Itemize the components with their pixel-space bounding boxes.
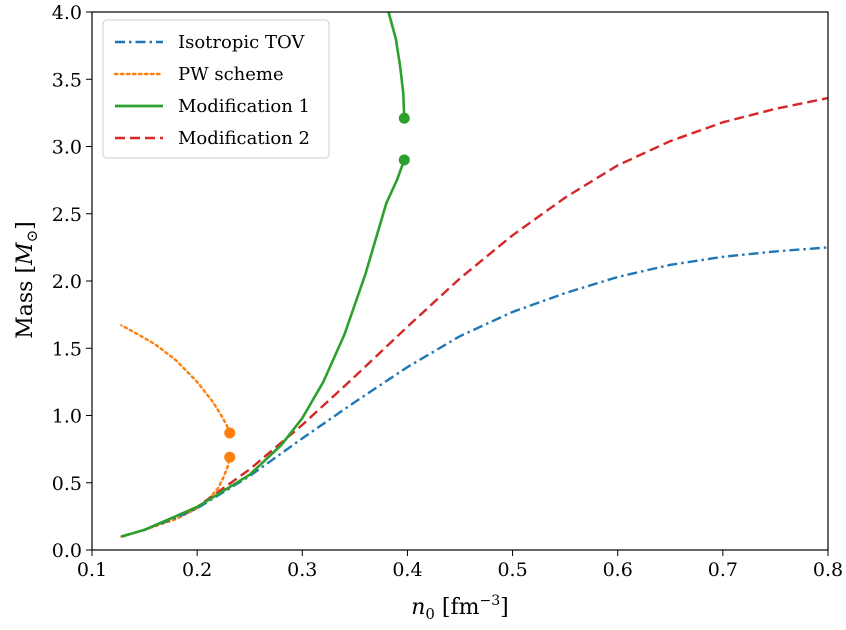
x-tick-label: 0.1 <box>77 559 107 581</box>
y-tick-label: 0.0 <box>52 540 82 562</box>
series-marker-pw-scheme <box>224 427 236 439</box>
y-axis-label: Mass [M⊙] <box>13 221 41 339</box>
x-axis-ticks: 0.1 0.2 0.3 0.4 0.5 0.6 0.7 0.8 <box>77 550 843 581</box>
series-line-pw-scheme <box>120 324 231 435</box>
legend-label-modification-2: Modification 2 <box>178 128 310 149</box>
series-marker-modification-1 <box>398 112 410 124</box>
series-line-isotropic-tov <box>121 246 828 538</box>
legend-label-pw-scheme: PW scheme <box>178 64 284 85</box>
plot-content <box>120 12 828 538</box>
y-tick-label: 3.5 <box>52 69 82 91</box>
x-tick-label: 0.8 <box>813 559 843 581</box>
y-tick-label: 0.5 <box>52 473 82 495</box>
legend-label-modification-1: Modification 1 <box>178 96 310 117</box>
x-tick-label: 0.2 <box>182 559 212 581</box>
y-tick-label: 2.0 <box>52 271 82 293</box>
y-tick-label: 1.0 <box>52 406 82 428</box>
x-axis-label: n0 [fm−3] <box>411 593 509 623</box>
y-tick-label: 1.5 <box>52 338 82 360</box>
legend-box <box>102 19 330 159</box>
series-line-modification-1 <box>121 159 406 538</box>
series-marker-pw-scheme <box>224 451 236 463</box>
series-line-modification-2 <box>121 96 828 538</box>
x-tick-label: 0.3 <box>287 559 317 581</box>
x-tick-label: 0.5 <box>497 559 527 581</box>
y-tick-label: 2.5 <box>52 204 82 226</box>
y-tick-label: 4.0 <box>52 2 82 24</box>
series-marker-modification-1 <box>398 154 410 166</box>
x-tick-label: 0.4 <box>392 559 422 581</box>
legend-label-isotropic-tov: Isotropic TOV <box>178 32 305 53</box>
legend: Isotropic TOV PW scheme Modification 1 Modi… <box>102 19 330 159</box>
x-tick-label: 0.7 <box>708 559 738 581</box>
x-tick-label: 0.6 <box>603 559 633 581</box>
series-line-modification-1 <box>387 12 406 119</box>
y-axis-ticks: 0.0 0.5 1.0 1.5 2.0 2.5 3.0 3.5 4.0 <box>52 2 92 562</box>
y-tick-label: 3.0 <box>52 137 82 159</box>
